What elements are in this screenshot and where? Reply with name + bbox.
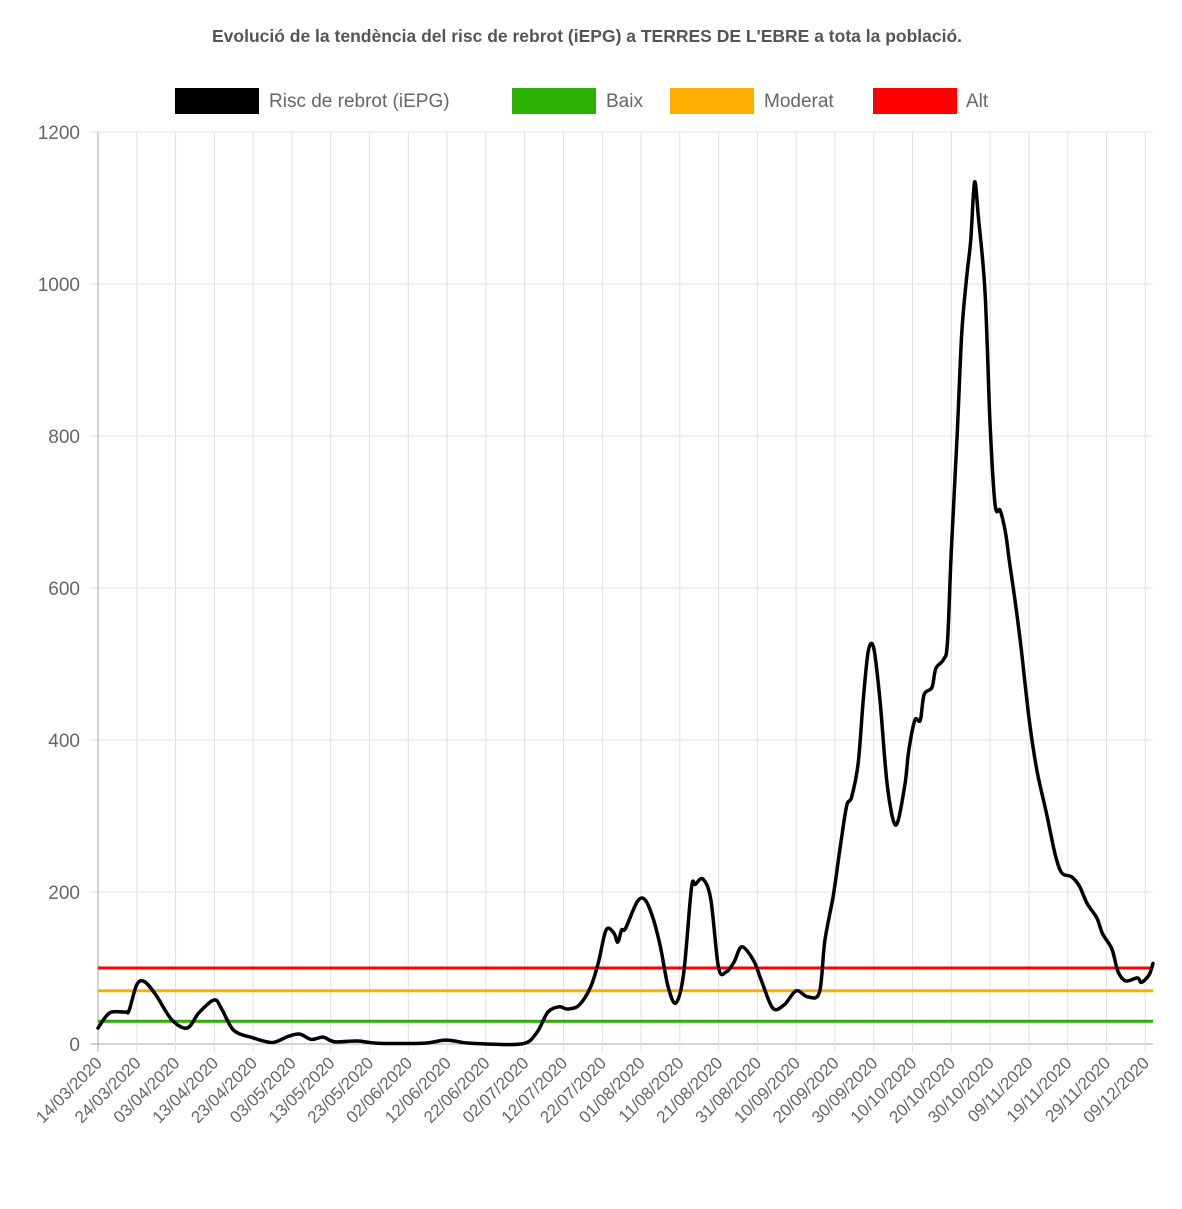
legend-label-moderat: Moderat: [764, 91, 834, 112]
legend-label-alt: Alt: [966, 91, 989, 112]
legend: Risc de rebrot (iEPG) Baix Moderat Alt: [175, 88, 989, 114]
threshold-lines: [98, 968, 1153, 1021]
legend-swatch-baix: [512, 88, 596, 114]
chart-title: Evolució de la tendència del risc de reb…: [212, 26, 962, 46]
legend-item-moderat[interactable]: Moderat: [670, 88, 834, 114]
y-axis: 0 200 400 600 800 1000 1200: [38, 123, 80, 1056]
y-tick-label: 1200: [38, 123, 80, 144]
legend-swatch-alt: [873, 88, 957, 114]
legend-item-alt[interactable]: Alt: [873, 88, 989, 114]
y-tick-label: 400: [48, 731, 80, 752]
y-tick-label: 200: [48, 883, 80, 904]
series-line-iepg: [98, 182, 1153, 1045]
grid: [90, 132, 1153, 1052]
legend-swatch-iepg: [175, 88, 259, 114]
series: [98, 182, 1153, 1045]
legend-label-baix: Baix: [606, 91, 643, 112]
y-tick-label: 1000: [38, 275, 80, 296]
legend-item-baix[interactable]: Baix: [512, 88, 643, 114]
legend-item-iepg[interactable]: Risc de rebrot (iEPG): [175, 88, 450, 114]
legend-swatch-moderat: [670, 88, 754, 114]
x-axis: 14/03/202024/03/202003/04/202013/04/2020…: [32, 1053, 1153, 1127]
y-tick-label: 0: [69, 1035, 80, 1056]
y-tick-label: 800: [48, 427, 80, 448]
y-tick-label: 600: [48, 579, 80, 600]
legend-label-iepg: Risc de rebrot (iEPG): [269, 91, 450, 112]
